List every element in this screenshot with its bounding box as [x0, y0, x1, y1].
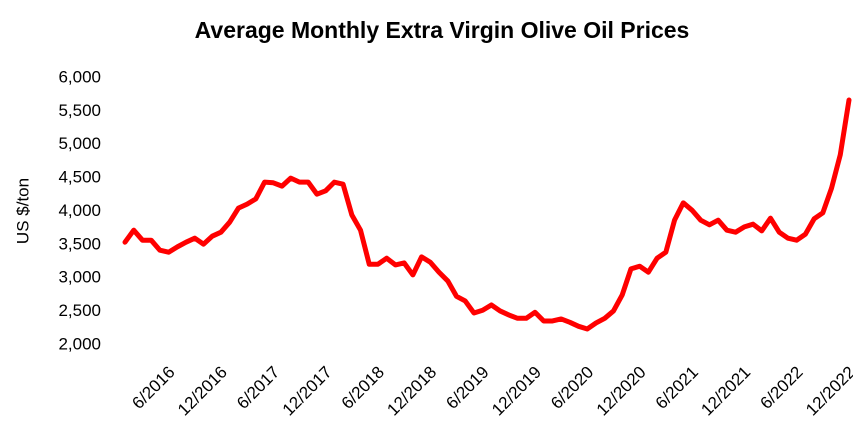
x-tick-label: 12/2019: [488, 363, 545, 420]
y-tick-label: 4,500: [58, 168, 101, 187]
x-tick-label: 12/2017: [279, 363, 336, 420]
x-tick-label: 6/2017: [233, 363, 283, 413]
x-tick-label: 12/2021: [697, 363, 754, 420]
x-tick-label: 6/2021: [652, 363, 702, 413]
y-tick-label: 2,000: [58, 334, 101, 353]
y-tick-label: 6,000: [58, 67, 101, 86]
y-tick-label: 2,500: [58, 301, 101, 320]
chart-title: Average Monthly Extra Virgin Olive Oil P…: [195, 17, 690, 43]
x-tick-label: 12/2016: [174, 363, 231, 420]
x-tick-label: 12/2022: [802, 363, 853, 420]
y-tick-label: 5,000: [58, 134, 101, 153]
x-tick-label: 6/2022: [756, 363, 806, 413]
y-axis-label: US $/ton: [13, 178, 32, 244]
y-tick-label: 3,500: [58, 234, 101, 253]
y-tick-label: 3,000: [58, 268, 101, 287]
x-tick-label: 12/2018: [383, 363, 440, 420]
y-tick-label: 5,500: [58, 101, 101, 120]
x-tick-label: 6/2020: [547, 363, 597, 413]
x-tick-label: 6/2016: [128, 363, 178, 413]
x-tick-label: 6/2019: [442, 363, 492, 413]
x-tick-label: 12/2020: [593, 363, 650, 420]
x-tick-label: 6/2018: [338, 363, 388, 413]
y-tick-label: 4,000: [58, 201, 101, 220]
line-series: [122, 97, 852, 332]
